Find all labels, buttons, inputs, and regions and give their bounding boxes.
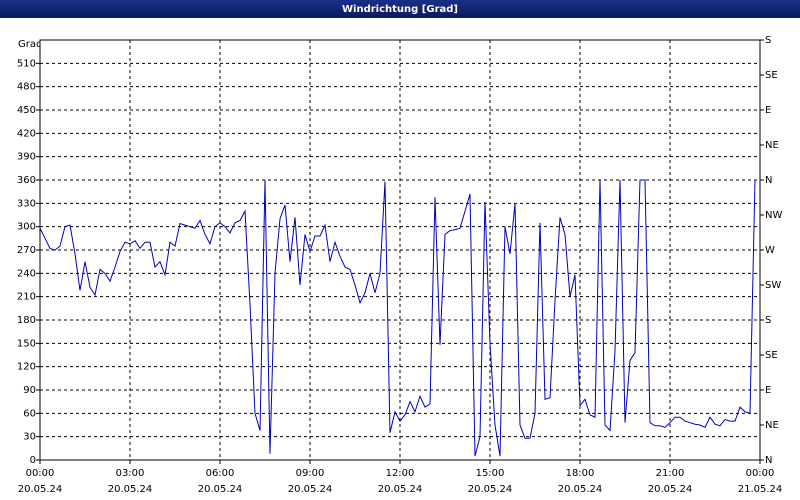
x-tick-date: 20.05.24 bbox=[198, 484, 243, 495]
y-tick-label: 330 bbox=[17, 198, 36, 209]
x-tick-label: 09:00 bbox=[296, 468, 325, 479]
y-tick-label: 270 bbox=[17, 245, 36, 256]
y-tick-label: 0 bbox=[30, 455, 36, 466]
y-tick-label: 240 bbox=[17, 268, 36, 279]
x-tick-date: 20.05.24 bbox=[108, 484, 153, 495]
title-bar bbox=[0, 0, 800, 18]
y2-tick-label: NW bbox=[765, 210, 782, 221]
x-tick-date: 20.05.24 bbox=[18, 484, 63, 495]
x-tick-date: 20.05.24 bbox=[288, 484, 333, 495]
x-tick-label: 12:00 bbox=[386, 468, 415, 479]
x-tick-label: 21:00 bbox=[656, 468, 685, 479]
y2-tick-label: N bbox=[765, 455, 772, 466]
x-tick-date: 20.05.24 bbox=[378, 484, 423, 495]
chart-title: Windrichtung [Grad] bbox=[342, 4, 458, 15]
x-tick-label: 00:00 bbox=[26, 468, 55, 479]
x-tick-date: 20.05.24 bbox=[468, 484, 513, 495]
y2-tick-label: SE bbox=[765, 350, 778, 361]
y-tick-label: 300 bbox=[17, 222, 36, 233]
y-tick-label: 120 bbox=[17, 362, 36, 373]
x-tick-label: 18:00 bbox=[566, 468, 595, 479]
y-tick-label: 30 bbox=[23, 432, 36, 443]
x-tick-label: 03:00 bbox=[116, 468, 145, 479]
y2-tick-label: SW bbox=[765, 280, 781, 291]
y-tick-label: 90 bbox=[23, 385, 36, 396]
x-tick-date: 20.05.24 bbox=[648, 484, 693, 495]
y2-tick-label: S bbox=[765, 35, 771, 46]
y2-tick-label: E bbox=[765, 105, 771, 116]
y2-tick-label: W bbox=[765, 245, 775, 256]
y2-tick-label: SE bbox=[765, 70, 778, 81]
y2-tick-label: E bbox=[765, 385, 771, 396]
x-tick-label: 15:00 bbox=[476, 468, 505, 479]
data-line bbox=[39, 179, 756, 457]
y-tick-label: 420 bbox=[17, 128, 36, 139]
y2-tick-label: NE bbox=[765, 420, 779, 431]
y-tick-label: 450 bbox=[17, 105, 36, 116]
y-tick-label: 360 bbox=[17, 175, 36, 186]
x-tick-date: 21.05.24 bbox=[738, 484, 783, 495]
y-tick-label: 510 bbox=[17, 58, 36, 69]
y-tick-label: 390 bbox=[17, 152, 36, 163]
y-tick-label: 60 bbox=[23, 408, 36, 419]
y-tick-label: 180 bbox=[17, 315, 36, 326]
x-tick-label: 06:00 bbox=[206, 468, 235, 479]
y-tick-label: 480 bbox=[17, 82, 36, 93]
y-axis-label: Grad bbox=[18, 39, 42, 50]
x-tick-date: 20.05.24 bbox=[558, 484, 603, 495]
y2-tick-label: NE bbox=[765, 140, 779, 151]
y2-tick-label: S bbox=[765, 315, 771, 326]
y2-tick-label: N bbox=[765, 175, 772, 186]
x-tick-label: 00:00 bbox=[746, 468, 775, 479]
y-tick-label: 210 bbox=[17, 292, 36, 303]
y-tick-label: 150 bbox=[17, 338, 36, 349]
